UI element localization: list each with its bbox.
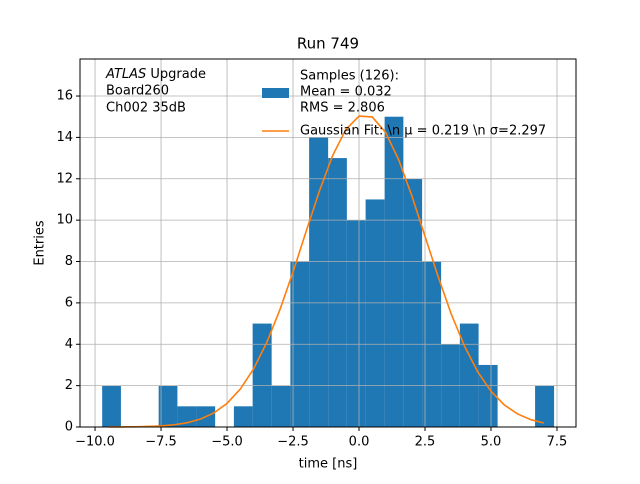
y-tick-label: 12 [56,171,73,186]
chart-title: Run 749 [297,35,359,53]
y-axis-label: Entries [33,220,48,266]
bar [271,385,291,427]
legend-label: RMS = 2.806 [300,101,385,116]
legend-label: Mean = 0.032 [300,85,392,100]
bar [459,323,479,427]
x-tick-label: 0.0 [349,435,370,450]
annotation-italic: ATLAS [105,67,146,82]
x-axis-label: time [ns] [299,457,358,472]
y-tick-label: 16 [56,89,73,104]
x-tick-label: −2.5 [277,435,309,450]
plot-frame [79,58,577,428]
legend-label: Gaussian Fit: \n μ = 0.219 \n σ=2.297 [300,124,546,139]
bar [158,385,178,427]
legend-patch [262,88,289,98]
x-tick-label: −10.0 [75,435,115,450]
y-tick-label: 4 [65,337,73,352]
x-tick-label: 5.0 [481,435,502,450]
annotation-line: Ch002 35dB [106,101,186,116]
x-tick-label: 2.5 [415,435,436,450]
bar [309,137,329,427]
y-tick-label: 6 [65,295,73,310]
x-tick-label: 7.5 [547,435,568,450]
bar [252,323,272,427]
x-tick-label: −5.0 [211,435,243,450]
bar [102,385,121,427]
annotation-line: Upgrade [146,67,206,82]
bar [328,158,347,427]
bar [233,406,253,427]
y-tick-label: 8 [65,254,73,269]
y-tick-label: 2 [65,378,73,393]
annotation: ATLAS Upgrade [105,67,206,82]
bar [535,385,555,427]
x-tick-label: −7.5 [145,435,177,450]
y-tick-label: 10 [56,213,73,228]
legend-label: Samples (126): [300,69,399,84]
fit-line [108,115,544,428]
bar [365,199,385,427]
bar [346,220,366,427]
y-tick-label: 14 [56,130,73,145]
bar [384,116,404,428]
y-tick-label: 0 [65,420,73,435]
annotation-line: Board260 [106,84,169,99]
